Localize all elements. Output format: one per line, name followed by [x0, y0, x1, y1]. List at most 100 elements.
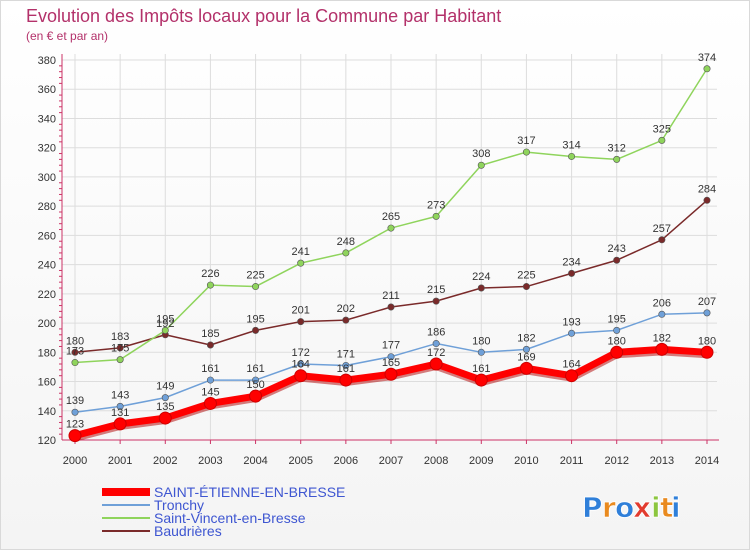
y-tick-label: 380 [38, 55, 56, 67]
series-point-4 [387, 303, 395, 311]
x-tick-label: 2000 [63, 455, 87, 467]
series-point-3 [71, 359, 79, 367]
data-label: 161 [472, 363, 490, 375]
series-point-1 [429, 357, 443, 371]
legend: SAINT-ÉTIENNE-EN-BRESSETronchySaint-Vinc… [102, 484, 345, 539]
logo-letter: r [602, 491, 616, 524]
data-label: 123 [66, 419, 84, 431]
data-label: 145 [201, 386, 219, 398]
series-point-2 [522, 345, 530, 353]
series-group [68, 65, 714, 443]
series-point-4 [206, 341, 214, 349]
series-point-1 [700, 345, 714, 359]
data-label: 325 [653, 123, 671, 135]
series-point-1 [519, 361, 533, 375]
data-label: 169 [517, 351, 535, 363]
series-point-1 [474, 373, 488, 387]
axes: 120 140 160 180 200 220 240 260 280 300 320 340 360 3… [38, 54, 719, 467]
series-point-1 [339, 373, 353, 387]
x-tick-label: 2002 [153, 455, 177, 467]
data-label: 308 [472, 148, 490, 160]
data-label: 207 [698, 296, 716, 308]
data-label: 180 [698, 335, 716, 347]
series-point-1 [158, 411, 172, 425]
data-label: 180 [608, 335, 626, 347]
data-label: 195 [156, 313, 174, 325]
logo-letter: i [651, 491, 661, 524]
data-label: 185 [201, 328, 219, 340]
series-point-4 [568, 269, 576, 277]
x-tick-label: 2001 [108, 455, 132, 467]
data-label: 135 [156, 401, 174, 413]
y-tick-label: 300 [38, 172, 56, 184]
data-label: 273 [427, 199, 445, 211]
logo-letter: P [582, 491, 603, 524]
data-label: 192 [156, 318, 174, 330]
series-point-2 [252, 376, 260, 384]
data-label: 131 [111, 407, 129, 419]
series-point-1 [294, 369, 308, 383]
data-label: 201 [292, 305, 310, 317]
data-label: 177 [382, 340, 400, 352]
data-label: 215 [427, 284, 445, 296]
data-label: 248 [337, 236, 355, 248]
data-label: 161 [337, 363, 355, 375]
series-point-1 [655, 342, 669, 356]
data-label: 257 [653, 223, 671, 235]
data-label: 225 [517, 270, 535, 282]
data-label: 186 [427, 327, 445, 339]
series-point-3 [342, 249, 350, 257]
series-point-4 [432, 297, 440, 305]
x-tick-label: 2007 [379, 455, 403, 467]
series-point-4 [477, 284, 485, 292]
series-point-2 [297, 360, 305, 368]
y-tick-label: 320 [38, 143, 56, 155]
logo-letter: i [671, 491, 681, 524]
data-label: 284 [698, 183, 716, 195]
y-tick-label: 280 [38, 201, 56, 213]
series-point-1 [249, 389, 263, 403]
x-tick-label: 2008 [424, 455, 448, 467]
data-label: 241 [292, 246, 310, 258]
data-label: 171 [337, 348, 355, 360]
series-point-3 [568, 152, 576, 160]
logo-letter: o [615, 491, 634, 524]
series-point-1 [203, 396, 217, 410]
x-tick-label: 2005 [288, 455, 312, 467]
series-point-2 [387, 353, 395, 361]
series-point-1 [68, 429, 82, 443]
data-label: 374 [698, 52, 716, 64]
series-point-4 [342, 316, 350, 324]
series-point-1 [384, 367, 398, 381]
y-tick-label: 200 [38, 318, 56, 330]
data-label: 139 [66, 395, 84, 407]
series-point-2 [658, 310, 666, 318]
series-point-3 [522, 148, 530, 156]
series-point-3 [297, 259, 305, 267]
series-point-2 [206, 376, 214, 384]
series-point-1 [113, 417, 127, 431]
series-point-3 [116, 356, 124, 364]
series-point-3 [658, 136, 666, 144]
series-point-2 [71, 408, 79, 416]
data-label: 143 [111, 389, 129, 401]
series-point-3 [206, 281, 214, 289]
data-label: 211 [382, 290, 400, 302]
data-label: 165 [382, 357, 400, 369]
x-tick-label: 2013 [650, 455, 674, 467]
series-point-4 [71, 348, 79, 356]
series-point-2 [116, 402, 124, 410]
series-point-3 [703, 65, 711, 73]
series-point-3 [432, 212, 440, 220]
series-point-4 [297, 318, 305, 326]
data-label: 312 [608, 142, 626, 154]
data-label: 202 [337, 303, 355, 315]
series-point-2 [161, 394, 169, 402]
x-tick-label: 2014 [695, 455, 719, 467]
logo-letter: x [633, 491, 651, 524]
series-point-2 [703, 309, 711, 317]
data-label: 243 [608, 243, 626, 255]
series-point-1 [610, 345, 624, 359]
